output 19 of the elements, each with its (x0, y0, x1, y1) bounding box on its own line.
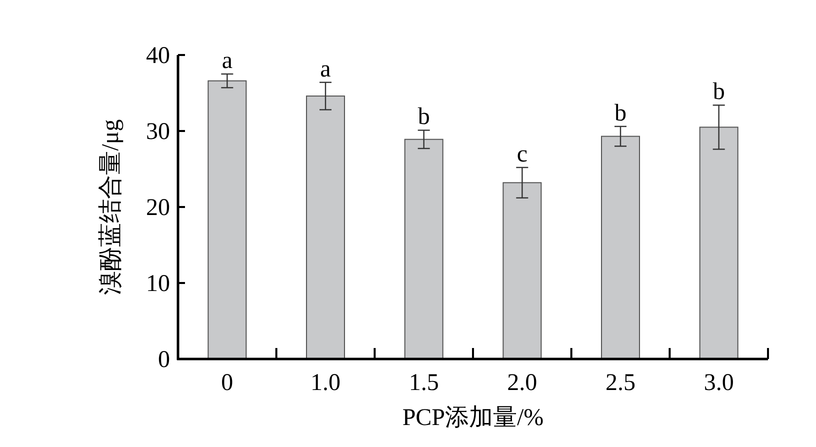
y-tick-label: 40 (146, 43, 170, 69)
y-tick-label: 30 (146, 119, 170, 145)
x-tick-label: 1.0 (310, 370, 340, 396)
annotation: c (516, 141, 528, 168)
annotation: b (712, 79, 725, 106)
annotation: b (418, 104, 430, 130)
x-axis-title: PCP添加量/% (402, 405, 544, 431)
annotation: b (614, 100, 626, 126)
y-axis-title: 溴酚蓝结合量/μg (98, 119, 124, 295)
y-tick-label: 10 (146, 271, 170, 297)
x-tick-label: 3.0 (704, 370, 734, 396)
annotation: a (320, 56, 332, 82)
y-tick-label: 20 (146, 195, 170, 221)
y-tick-label: 0 (158, 347, 170, 373)
x-tick-label: 1.5 (408, 370, 439, 396)
x-tick-label: 0 (221, 370, 234, 396)
x-tick-label: 2.5 (606, 370, 636, 396)
annotation: a (222, 48, 233, 74)
x-tick-label: 2.0 (507, 370, 538, 396)
